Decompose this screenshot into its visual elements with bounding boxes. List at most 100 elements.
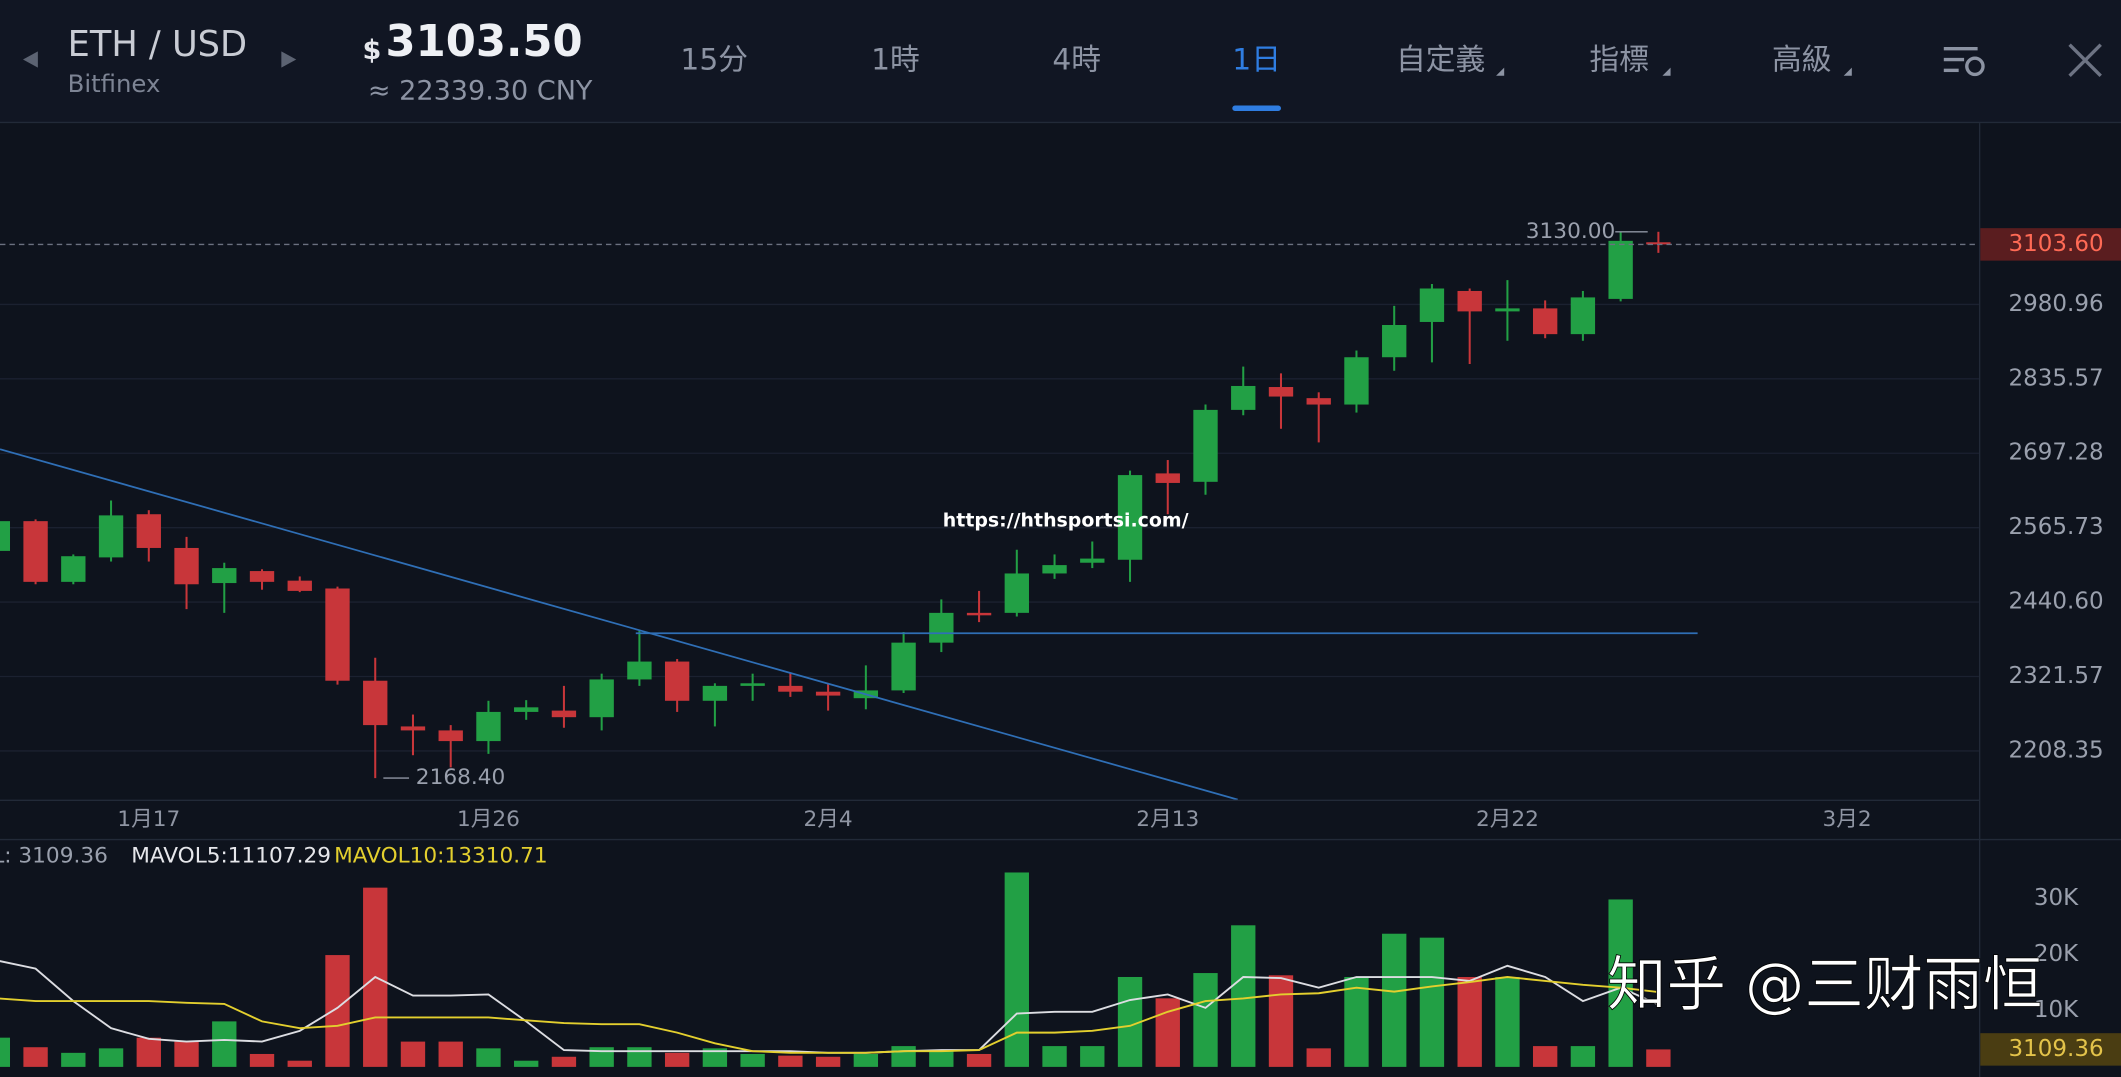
price: 3103.50	[386, 17, 583, 67]
axes: 2208.35 2321.57 2440.60 2565.73 2697.28 2835.…	[0, 228, 2121, 1066]
y-tick-label: 2697.28	[2009, 440, 2104, 466]
settings-icon[interactable]	[1943, 47, 1985, 77]
candle-body	[627, 661, 652, 680]
ma-line	[0, 976, 1659, 1054]
y-tick-label: 30K	[2034, 885, 2079, 911]
exchange: Bitfinex	[68, 69, 161, 98]
volume-bar	[1382, 933, 1407, 1067]
candle-body	[23, 521, 48, 582]
candle-body	[778, 685, 803, 692]
candle-body	[1042, 565, 1067, 574]
volume-bar	[249, 1053, 275, 1067]
tab[interactable]: 指標	[1589, 42, 1649, 77]
y-tick-label: 2208.35	[2009, 737, 2104, 763]
candle-body	[98, 515, 124, 558]
annotation-label: 2168.40	[416, 765, 505, 790]
price-plot: 3130.00 2168.40	[0, 219, 1979, 790]
candle-body	[1344, 357, 1369, 405]
x-tick-label: 2月4	[804, 807, 853, 832]
volume-bar	[966, 1053, 992, 1067]
last-price-label: 3103.60	[2009, 231, 2104, 257]
candle-body	[400, 726, 426, 731]
volume-bar	[1268, 975, 1294, 1067]
volume-bar	[1419, 937, 1445, 1067]
volume-bar	[891, 1046, 916, 1067]
candle-body	[476, 711, 501, 742]
candle-body	[1080, 558, 1105, 563]
candle-body	[815, 691, 841, 696]
next-arrow[interactable]	[281, 51, 297, 68]
candle-body	[1004, 573, 1029, 613]
tab[interactable]: 15分	[680, 42, 748, 77]
volume-bar	[551, 1056, 577, 1067]
close-button[interactable]	[2068, 43, 2102, 77]
candle-body	[1532, 308, 1558, 335]
candle-body	[1306, 398, 1331, 405]
candle-body	[212, 568, 237, 584]
prev-arrow[interactable]	[22, 51, 38, 68]
candle-body	[966, 612, 992, 616]
x-tick-label: 2月22	[1476, 807, 1539, 832]
candle-body	[1382, 324, 1407, 358]
url-overlay: https://hthsportsi.com/	[943, 509, 1189, 531]
volume-bar	[1646, 1049, 1671, 1067]
volume-bar	[1570, 1046, 1596, 1067]
last-price-tag	[1980, 228, 2121, 261]
currency-symbol: $	[363, 35, 382, 66]
x-tick-label: 3月2	[1823, 807, 1872, 832]
volume-bar	[1042, 1046, 1067, 1067]
tab[interactable]: 1時	[871, 42, 920, 77]
candle-body	[136, 514, 161, 548]
x-tick-label: 2月13	[1136, 807, 1199, 832]
volume-bar	[400, 1041, 426, 1067]
candle-body	[551, 710, 577, 718]
candle-body	[589, 679, 614, 718]
volume-bar	[1532, 1046, 1558, 1067]
tab[interactable]: 自定義	[1396, 42, 1485, 77]
candle-body	[1646, 242, 1671, 245]
volume-bar	[287, 1060, 312, 1067]
volume-bar	[815, 1056, 841, 1067]
volume-bar	[1193, 973, 1218, 1067]
volume-bar	[1344, 976, 1369, 1067]
candle-body	[1117, 475, 1143, 560]
candle-body	[1608, 240, 1633, 299]
y-tick-label: 20K	[2034, 941, 2079, 967]
y-tick-label: 2835.57	[2009, 365, 2104, 391]
volume-bar	[778, 1055, 803, 1067]
y-tick-label: 10K	[2034, 997, 2079, 1023]
candle-body	[1268, 387, 1294, 397]
last-value-label: 3109.36	[2009, 1036, 2104, 1062]
candle-body	[1570, 297, 1596, 335]
volume-bar	[702, 1048, 728, 1067]
drawings	[0, 448, 1698, 800]
candle-body	[438, 730, 463, 742]
candle-body	[1231, 385, 1256, 410]
candle-body	[1457, 290, 1482, 312]
volume-bar	[853, 1053, 879, 1067]
volume-bar	[664, 1052, 690, 1067]
tab[interactable]: 高級	[1772, 42, 1832, 77]
volume-bar	[1306, 1048, 1331, 1067]
y-tick-label: 2321.57	[2009, 663, 2104, 689]
legend-label: VOL: 3109.36	[0, 843, 108, 868]
volume-bar	[98, 1048, 124, 1067]
y-tick-label: 2980.96	[2009, 291, 2104, 317]
tab[interactable]: 4時	[1052, 42, 1101, 77]
last-value-tag	[1980, 1033, 2121, 1066]
candle-body	[287, 580, 312, 591]
tab[interactable]: 1日	[1232, 42, 1281, 77]
candle-body	[0, 521, 11, 551]
volume-bar	[0, 1037, 11, 1067]
annotation-label: 3130.00	[1526, 219, 1615, 244]
candle-body	[514, 707, 539, 712]
active-tab-indicator	[1232, 105, 1281, 111]
candle-body	[325, 588, 350, 681]
volume-bar	[61, 1052, 86, 1067]
volume-bar	[1080, 1046, 1105, 1067]
volume-bar	[174, 1041, 199, 1067]
volume-bar	[325, 955, 350, 1067]
